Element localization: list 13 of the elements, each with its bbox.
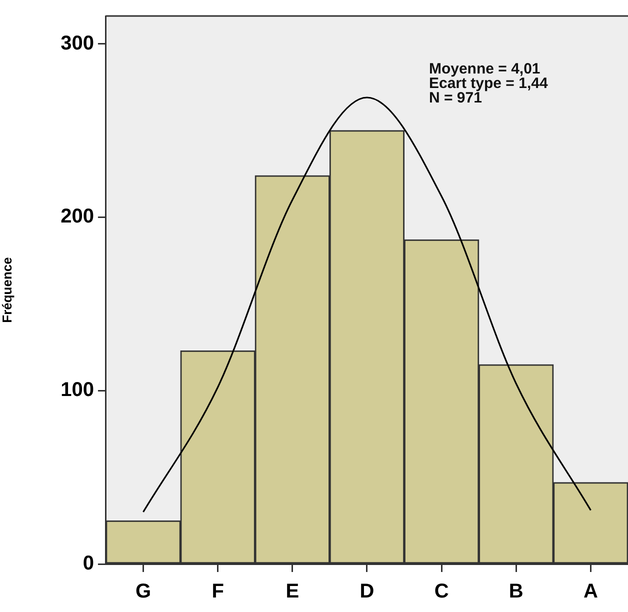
y-axis-title: Fréquence (0, 257, 14, 323)
x-tick-label: E (286, 580, 300, 603)
x-tick-label: A (583, 580, 598, 603)
y-tick-label: 300 (60, 32, 94, 54)
x-tick-label: C (434, 580, 449, 603)
x-tick-label: D (360, 580, 374, 603)
x-tick-label: F (212, 580, 224, 603)
y-tick-label: 200 (60, 206, 94, 228)
y-tick-label: 0 (82, 552, 94, 575)
y-tick-label: 100 (60, 379, 94, 402)
x-tick-label: G (135, 580, 152, 603)
x-tick-label: B (508, 580, 524, 603)
annotation: Moyenne = 4,01 (428, 60, 540, 78)
